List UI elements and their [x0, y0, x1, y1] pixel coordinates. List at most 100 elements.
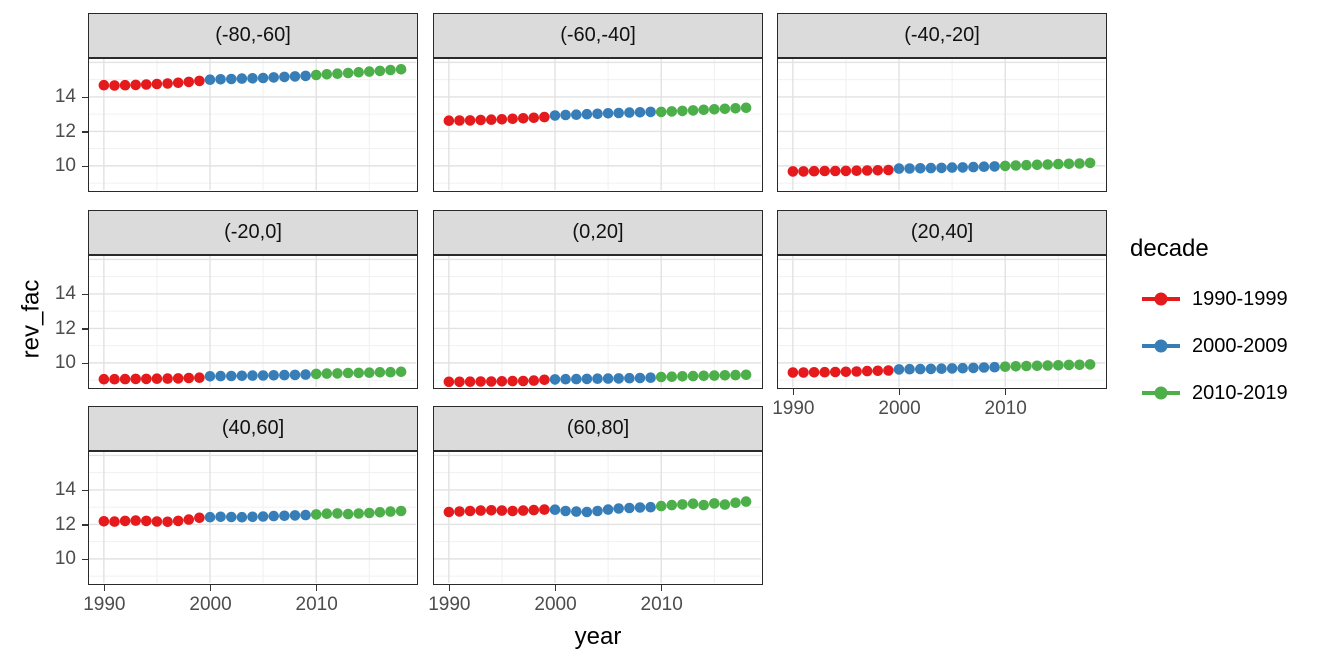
x-tick-mark [315, 585, 318, 591]
facet-panel--20-0: (-20,0] [88, 210, 418, 389]
data-point [861, 165, 873, 176]
x-tick-mark [898, 389, 901, 395]
y-tick-mark [82, 293, 88, 296]
data-point [677, 499, 688, 510]
data-point [364, 367, 375, 378]
data-point [740, 369, 752, 381]
data-point [130, 79, 141, 91]
data-point [204, 74, 216, 85]
data-point [364, 66, 375, 77]
data-point [613, 503, 624, 514]
data-point [851, 165, 862, 176]
data-point [342, 508, 354, 520]
data-point [719, 370, 731, 381]
y-tick-label: 12 [54, 513, 76, 535]
data-point [698, 499, 709, 511]
facet-panel-40-60: (40,60] [88, 406, 418, 585]
data-point [872, 365, 884, 377]
facet-panel--80--60: (-80,-60] [88, 13, 418, 192]
data-point [740, 496, 752, 507]
data-point [300, 70, 311, 82]
data-point [109, 80, 120, 91]
data-point [332, 508, 343, 519]
x-tick-mark [792, 389, 795, 395]
data-point [613, 373, 624, 384]
data-point [321, 508, 333, 519]
data-point [613, 107, 624, 119]
data-point [677, 105, 688, 117]
x-tick-mark [209, 585, 212, 591]
y-tick-label: 12 [54, 317, 76, 339]
facet-panel-0-20: (0,20] [433, 210, 763, 389]
facet-panel--60--40: (-60,-40] [433, 13, 763, 192]
data-point [730, 369, 741, 381]
data-point [183, 76, 195, 88]
x-tick-label: 1990 [83, 594, 126, 615]
x-tick-label: 2010 [984, 398, 1027, 419]
data-point [549, 110, 561, 121]
facet-strip-label: (-40,-20] [904, 24, 980, 46]
data-point [1063, 359, 1075, 371]
data-point [528, 504, 540, 516]
facet-plot-svg [89, 256, 416, 387]
data-point [808, 165, 820, 177]
data-point [592, 505, 603, 517]
data-point [730, 103, 741, 114]
data-point [698, 370, 709, 382]
data-point [936, 162, 947, 174]
data-point [141, 515, 152, 527]
data-point [1021, 360, 1032, 372]
data-point [215, 74, 226, 85]
x-tick-label: 1990 [772, 398, 815, 419]
data-point [904, 163, 915, 174]
facet-plot-svg [89, 452, 416, 583]
data-point [496, 114, 508, 125]
data-point [571, 506, 582, 517]
data-point [655, 371, 667, 383]
data-point [486, 505, 497, 516]
legend-entry-label: 2000-2009 [1192, 334, 1288, 357]
x-tick-mark [103, 585, 106, 591]
data-point [279, 369, 290, 381]
legend-entry-1990-1999: 1990-1999 [1130, 286, 1288, 312]
data-point [687, 370, 699, 382]
data-point [946, 162, 958, 173]
facet-strip-label: (-80,-60] [215, 24, 291, 46]
facet-plot-svg [778, 256, 1105, 387]
data-point [539, 111, 550, 123]
data-point [162, 516, 173, 528]
facet-strip-label: (-20,0] [224, 221, 282, 243]
data-point [528, 375, 540, 386]
data-point [183, 372, 195, 384]
data-point [581, 373, 593, 385]
legend-entry-label: 2010-2019 [1192, 381, 1288, 404]
data-point [395, 366, 407, 378]
facet-strip: (-60,-40] [433, 13, 763, 58]
data-point [342, 367, 354, 379]
data-point [374, 65, 386, 77]
data-point [475, 505, 486, 516]
data-point [507, 505, 518, 517]
data-point [141, 373, 152, 385]
data-point [861, 365, 873, 377]
data-point [787, 367, 799, 378]
facet-strip: (60,80] [433, 406, 763, 451]
data-point [999, 160, 1011, 172]
y-tick-mark [82, 165, 88, 168]
data-point [645, 501, 656, 513]
data-point [130, 515, 141, 526]
data-point [655, 500, 667, 512]
y-tick-mark [82, 131, 88, 133]
data-point [602, 504, 614, 515]
data-point [634, 502, 646, 513]
facet-panel--40--20: (-40,-20] [777, 13, 1107, 192]
facet-strip-label: (60,80] [566, 417, 630, 439]
y-tick-mark [82, 328, 88, 330]
facet-plot-svg [434, 452, 761, 583]
data-point [496, 505, 508, 516]
data-point [300, 369, 311, 380]
data-point [581, 506, 593, 518]
data-point [957, 362, 968, 374]
data-point [808, 367, 820, 378]
